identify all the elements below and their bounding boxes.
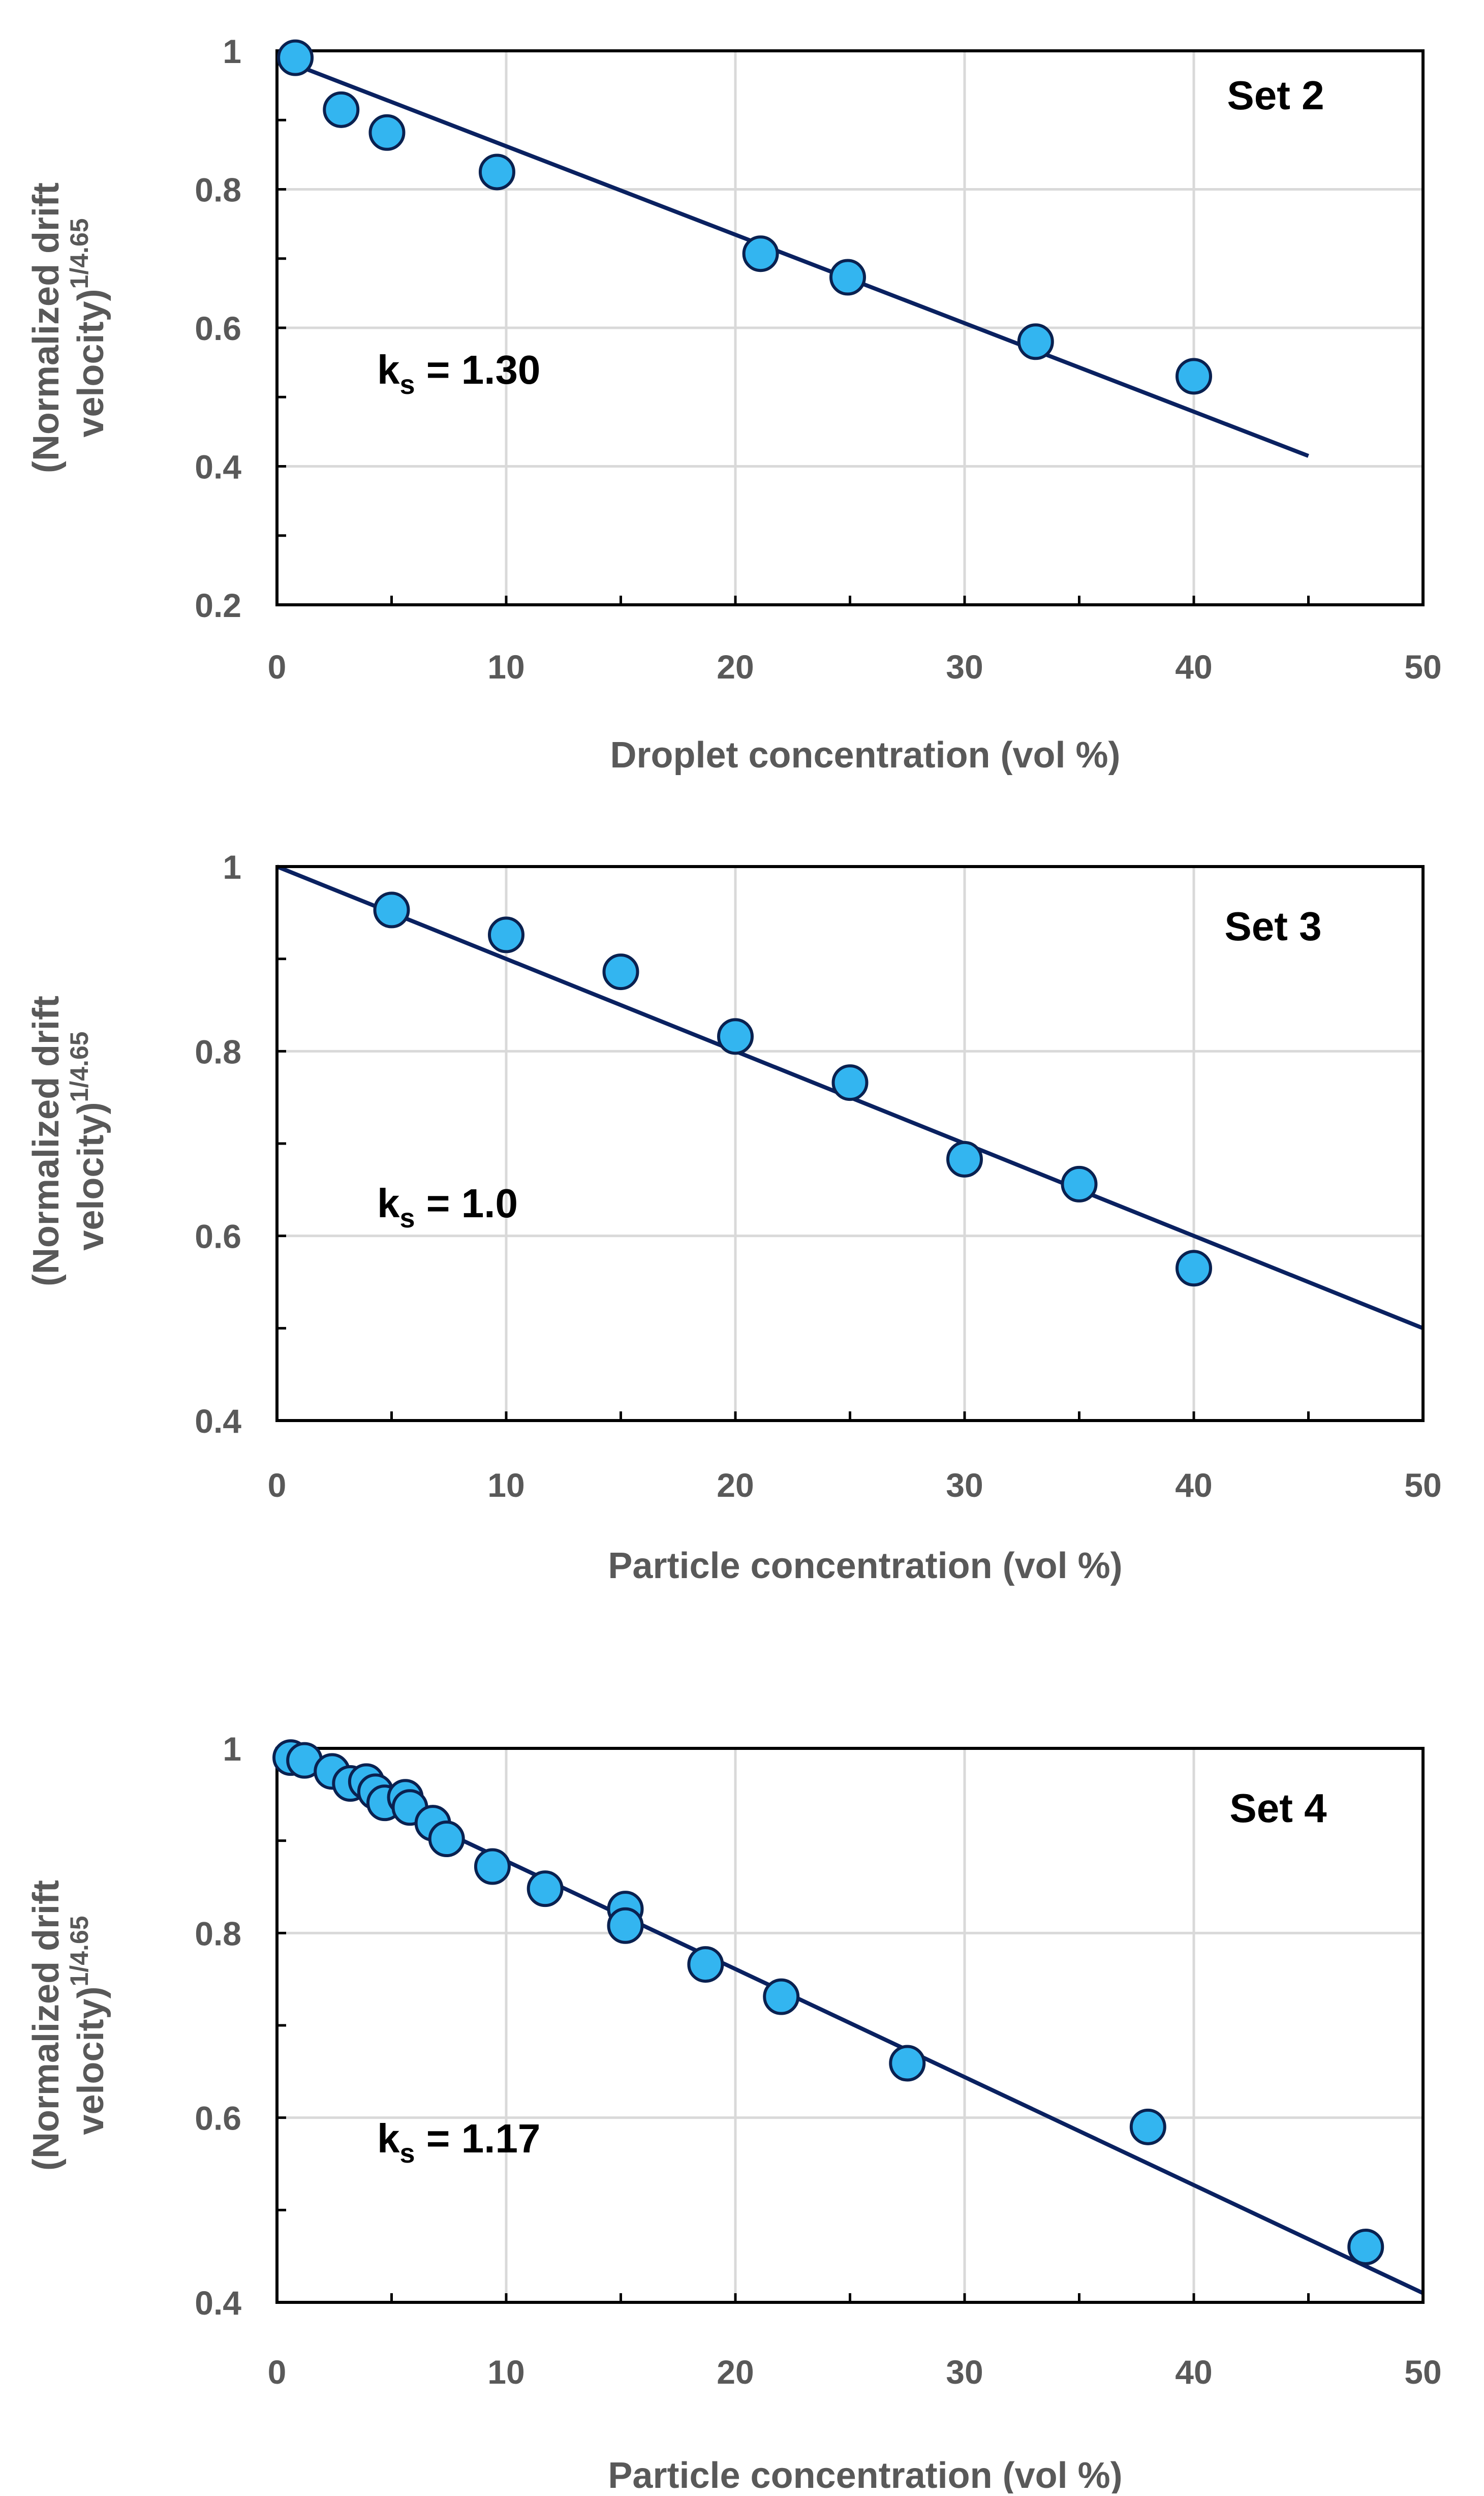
x-tick-label: 10 [487, 2353, 524, 2391]
data-point [763, 1978, 800, 2015]
ks-annotation-k: k [377, 1181, 400, 1226]
y-tick-label: 0.4 [195, 2284, 241, 2322]
x-axis-label: Particle concentration (vol %) [608, 2455, 1122, 2493]
ks-annotation-value: = 1.0 [415, 1181, 518, 1226]
x-tick-label: 0 [268, 1466, 287, 1504]
data-point [889, 2045, 926, 2082]
y-tick-label: 0.6 [195, 2100, 241, 2137]
set-label: Set 2 [1227, 73, 1324, 118]
data-point [602, 953, 639, 991]
ks-annotation-value: = 1.30 [415, 347, 541, 392]
data-point [428, 1821, 465, 1858]
data-point [1176, 1250, 1212, 1287]
data-point [687, 1946, 724, 1983]
data-point [488, 916, 524, 953]
y-axis-label: (Normalized drift velocity)1/4.65 [26, 182, 111, 473]
x-tick-label: 30 [946, 1466, 983, 1504]
data-point [1017, 323, 1054, 360]
fit-line [276, 55, 1309, 458]
y-tick-label: 0.2 [195, 587, 241, 624]
y-axis-label-line2: velocity)1/4.65 [65, 1031, 111, 1250]
x-axis-label: Particle concentration (vol %) [608, 1546, 1122, 1586]
data-point [607, 1907, 644, 1944]
fit-line [276, 1751, 1424, 2295]
ks-annotation: ks = 1.0 [377, 1181, 518, 1234]
x-tick-label: 50 [1404, 2353, 1441, 2391]
y-axis-label-line2: velocity)1/4.65 [65, 218, 111, 437]
data-point [277, 39, 314, 76]
x-axis-label: Droplet concentration (vol %) [610, 735, 1120, 776]
y-axis-label-line1: (Normalized drift [26, 182, 67, 473]
data-point [1061, 1165, 1098, 1203]
x-tick-label: 30 [946, 2353, 983, 2391]
data-point [478, 153, 515, 191]
data-point [368, 114, 406, 151]
data-point [717, 1018, 754, 1055]
x-tick-label: 40 [1175, 648, 1212, 686]
ks-annotation-sub: s [400, 2138, 415, 2169]
data-point [373, 891, 410, 929]
x-tick-label: 10 [487, 648, 524, 686]
y-tick-label: 1 [223, 33, 241, 70]
x-tick-label: 50 [1404, 648, 1441, 686]
x-tick-label: 10 [487, 1466, 524, 1504]
y-axis-label-base: velocity) [71, 1102, 111, 1250]
ks-annotation: ks = 1.30 [377, 347, 540, 400]
x-tick-label: 0 [268, 2353, 287, 2391]
set-label: Set 3 [1224, 904, 1321, 949]
data-point [742, 235, 779, 272]
data-point [323, 91, 360, 128]
y-tick-label: 0.4 [195, 448, 241, 486]
ks-annotation-sub: s [400, 1203, 415, 1234]
ks-annotation: ks = 1.17 [377, 2116, 540, 2169]
x-tick-label: 20 [717, 2353, 754, 2391]
y-axis-label-superscript: 1/4.65 [65, 1031, 94, 1102]
data-point [1176, 358, 1212, 395]
y-axis-label-superscript: 1/4.65 [65, 1916, 94, 1986]
y-axis-label-superscript: 1/4.65 [65, 218, 94, 289]
y-axis-label-line1: (Normalized drift [26, 1880, 67, 2171]
data-point [829, 259, 866, 296]
y-tick-label: 0.6 [195, 1218, 241, 1255]
y-tick-label: 1 [223, 1730, 241, 1768]
x-tick-label: 30 [946, 648, 983, 686]
data-point [474, 1848, 511, 1885]
plot-frame [275, 49, 1425, 606]
data-point [527, 1870, 564, 1907]
x-tick-label: 40 [1175, 1466, 1212, 1504]
x-tick-label: 40 [1175, 2353, 1212, 2391]
ks-annotation-value: = 1.17 [415, 2116, 541, 2161]
ks-annotation-k: k [377, 347, 400, 392]
y-tick-label: 0.6 [195, 310, 241, 347]
x-tick-label: 50 [1404, 1466, 1441, 1504]
y-axis-label-line2: velocity)1/4.65 [65, 1916, 111, 2135]
data-point [1129, 2108, 1166, 2145]
y-axis-label-line1: (Normalized drift [26, 996, 67, 1286]
set-label: Set 4 [1229, 1785, 1327, 1831]
plot-frame [275, 1747, 1425, 2304]
x-tick-label: 0 [268, 648, 287, 686]
y-tick-label: 1 [223, 848, 241, 886]
ks-annotation-k: k [377, 2116, 400, 2161]
data-point [946, 1141, 983, 1178]
y-tick-label: 0.8 [195, 1915, 241, 1952]
data-point [831, 1064, 869, 1101]
y-tick-label: 0.8 [195, 171, 241, 209]
y-axis-label: (Normalized drift velocity)1/4.65 [26, 1880, 111, 2171]
data-point [1347, 2229, 1384, 2265]
plot-frame [275, 865, 1425, 1422]
ks-annotation-sub: s [400, 369, 415, 400]
y-tick-label: 0.8 [195, 1033, 241, 1070]
y-axis-label-base: velocity) [71, 1986, 111, 2135]
y-axis-label-base: velocity) [71, 289, 111, 437]
y-axis-label: (Normalized drift velocity)1/4.65 [26, 996, 111, 1286]
y-tick-label: 0.4 [195, 1402, 241, 1440]
x-tick-label: 20 [717, 1466, 754, 1504]
x-tick-label: 20 [717, 648, 754, 686]
